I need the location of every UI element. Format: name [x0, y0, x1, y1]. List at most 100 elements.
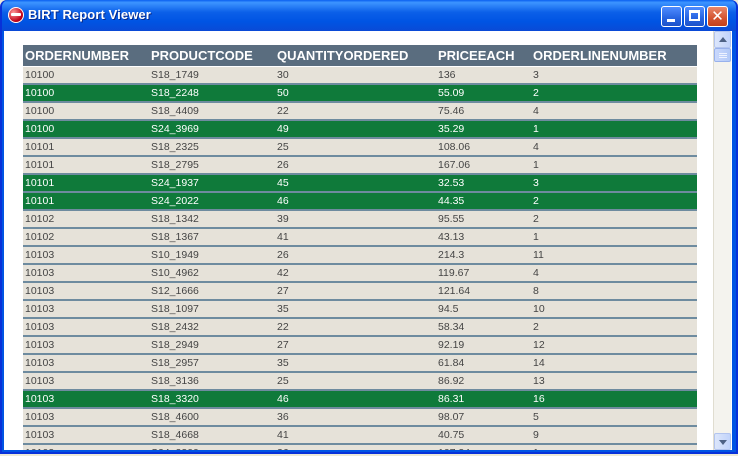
cell-ordernumber: 10103 [23, 336, 149, 355]
cell-orderlinenumber: 14 [531, 354, 697, 373]
cell-priceeach: 108.06 [436, 138, 531, 157]
cell-productcode: S18_1367 [149, 228, 275, 247]
cell-orderlinenumber: 9 [531, 426, 697, 445]
cell-orderlinenumber: 1 [531, 120, 697, 139]
table-row[interactable]: 10103 S10_1949 26 214.3 11 [23, 246, 697, 265]
cell-priceeach: 58.34 [436, 318, 531, 337]
cell-priceeach: 98.07 [436, 408, 531, 427]
cell-quantityordered: 27 [275, 336, 436, 355]
cell-orderlinenumber: 4 [531, 138, 697, 157]
table-row[interactable]: 10100 S18_1749 30 136 3 [23, 66, 697, 85]
table-row[interactable]: 10101 S18_2325 25 108.06 4 [23, 138, 697, 157]
table-row-highlighted[interactable]: 10101 S24_1937 45 32.53 3 [23, 174, 697, 193]
cell-ordernumber: 10100 [23, 102, 149, 121]
scroll-up-button[interactable] [714, 31, 731, 48]
cell-productcode: S18_2949 [149, 336, 275, 355]
table-row-highlighted[interactable]: 10103 S18_3320 46 86.31 16 [23, 390, 697, 409]
grip-line [719, 53, 727, 54]
cell-productcode: S18_2432 [149, 318, 275, 337]
cell-orderlinenumber: 10 [531, 300, 697, 319]
table-row[interactable]: 10103 S18_2957 35 61.84 14 [23, 354, 697, 373]
table-row[interactable]: 10100 S18_4409 22 75.46 4 [23, 102, 697, 121]
cell-orderlinenumber: 3 [531, 174, 697, 193]
cell-priceeach: 121.64 [436, 282, 531, 301]
grip-line [719, 57, 727, 58]
cell-productcode: S18_3320 [149, 390, 275, 409]
chevron-down-icon [719, 440, 727, 445]
table-row[interactable]: 10103 S12_1666 27 121.64 8 [23, 282, 697, 301]
cell-ordernumber: 10101 [23, 138, 149, 157]
cell-quantityordered: 50 [275, 84, 436, 103]
close-button[interactable]: ✕ [707, 6, 728, 27]
cell-orderlinenumber: 1 [531, 156, 697, 175]
cell-priceeach: 43.13 [436, 228, 531, 247]
cell-orderlinenumber: 12 [531, 336, 697, 355]
cell-quantityordered: 42 [275, 264, 436, 283]
cell-ordernumber: 10101 [23, 192, 149, 211]
cell-productcode: S18_2325 [149, 138, 275, 157]
table-row[interactable]: 10101 S18_2795 26 167.06 1 [23, 156, 697, 175]
cell-quantityordered: 36 [275, 408, 436, 427]
cell-priceeach: 107.34 [436, 444, 531, 450]
window-title: BIRT Report Viewer [28, 7, 151, 22]
cell-quantityordered: 46 [275, 390, 436, 409]
cell-orderlinenumber: 1 [531, 444, 697, 450]
cell-quantityordered: 26 [275, 246, 436, 265]
cell-priceeach: 94.5 [436, 300, 531, 319]
table-row[interactable]: 10103 S18_4600 36 98.07 5 [23, 408, 697, 427]
table-row[interactable]: 10103 S18_1097 35 94.5 10 [23, 300, 697, 319]
cell-quantityordered: 27 [275, 282, 436, 301]
table-row[interactable]: 10103 S18_4668 41 40.75 9 [23, 426, 697, 445]
table-row[interactable]: 10103 S18_2432 22 58.34 2 [23, 318, 697, 337]
scroll-thumb[interactable] [714, 48, 731, 62]
cell-productcode: S24_1937 [149, 174, 275, 193]
birt-app-icon[interactable] [8, 7, 24, 23]
cell-quantityordered: 41 [275, 426, 436, 445]
cell-quantityordered: 46 [275, 192, 436, 211]
cell-ordernumber: 10102 [23, 210, 149, 229]
title-bar[interactable]: BIRT Report Viewer ✕ [2, 0, 736, 31]
cell-ordernumber: 10103 [23, 408, 149, 427]
cell-quantityordered: 41 [275, 228, 436, 247]
cell-productcode: S18_4600 [149, 408, 275, 427]
table-row[interactable]: 10103 S10_4962 42 119.67 4 [23, 264, 697, 283]
cell-productcode: S18_2795 [149, 156, 275, 175]
cell-ordernumber: 10103 [23, 426, 149, 445]
cell-priceeach: 75.46 [436, 102, 531, 121]
cell-priceeach: 95.55 [436, 210, 531, 229]
cell-quantityordered: 45 [275, 174, 436, 193]
scroll-down-button[interactable] [714, 433, 731, 450]
cell-quantityordered: 22 [275, 318, 436, 337]
chevron-up-icon [719, 37, 727, 42]
cell-quantityordered: 22 [275, 102, 436, 121]
cell-orderlinenumber: 1 [531, 228, 697, 247]
cell-orderlinenumber: 2 [531, 84, 697, 103]
cell-priceeach: 61.84 [436, 354, 531, 373]
cell-productcode: S24_2300 [149, 444, 275, 450]
table-row[interactable]: 10103S24_230036107.341 [23, 444, 697, 450]
table-row[interactable]: 10102 S18_1342 39 95.55 2 [23, 210, 697, 229]
cell-quantityordered: 25 [275, 138, 436, 157]
table-row[interactable]: 10103 S18_2949 27 92.19 12 [23, 336, 697, 355]
header-orderlinenumber: ORDERLINENUMBER [531, 45, 697, 67]
vertical-scrollbar[interactable] [713, 31, 731, 450]
cell-priceeach: 167.06 [436, 156, 531, 175]
cell-ordernumber: 10103 [23, 318, 149, 337]
table-row[interactable]: 10102 S18_1367 41 43.13 1 [23, 228, 697, 247]
cell-priceeach: 136 [436, 66, 531, 85]
maximize-button[interactable] [684, 6, 705, 27]
table-row-highlighted[interactable]: 10100 S18_2248 50 55.09 2 [23, 84, 697, 103]
table-row-highlighted[interactable]: 10100 S24_3969 49 35.29 1 [23, 120, 697, 139]
minimize-button[interactable] [661, 6, 682, 27]
table-row-highlighted[interactable]: 10101 S24_2022 46 44.35 2 [23, 192, 697, 211]
cell-ordernumber: 10103 [23, 390, 149, 409]
cell-productcode: S18_4668 [149, 426, 275, 445]
cell-orderlinenumber: 13 [531, 372, 697, 391]
cell-priceeach: 119.67 [436, 264, 531, 283]
cell-ordernumber: 10100 [23, 84, 149, 103]
minimize-icon [667, 19, 675, 22]
cell-ordernumber: 10103 [23, 372, 149, 391]
orders-table: ORDERNUMBER PRODUCTCODE QUANTITYORDERED … [23, 45, 697, 450]
cell-priceeach: 35.29 [436, 120, 531, 139]
table-row[interactable]: 10103 S18_3136 25 86.92 13 [23, 372, 697, 391]
